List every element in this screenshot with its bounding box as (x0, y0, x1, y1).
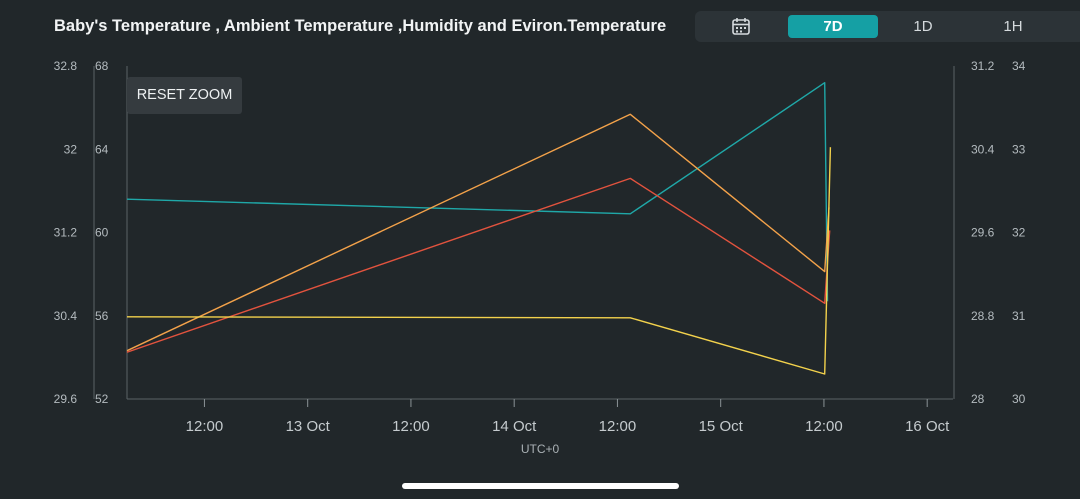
reset-zoom-button[interactable]: RESET ZOOM (127, 77, 242, 114)
timezone-label: UTC+0 (521, 442, 560, 456)
series-line-1 (126, 177, 831, 353)
y-tick-label-right_outer: 32 (1012, 226, 1026, 240)
x-tick-label: 13 Oct (286, 418, 331, 435)
y-tick-label-left_outer: 32.8 (54, 59, 78, 73)
home-indicator[interactable] (402, 483, 679, 489)
range-1h-button[interactable]: 1H (1003, 18, 1023, 35)
y-tick-label-right_inner: 30.4 (971, 142, 995, 156)
series-line-3 (126, 147, 832, 375)
y-tick-label-right_inner: 31.2 (971, 59, 995, 73)
range-1d-button[interactable]: 1D (913, 18, 933, 35)
x-tick-label: 12:00 (805, 418, 843, 435)
y-tick-label-right_outer: 33 (1012, 142, 1026, 156)
y-tick-label-right_outer: 30 (1012, 392, 1026, 406)
x-tick-label: 16 Oct (905, 418, 950, 435)
x-tick-label: 12:00 (186, 418, 224, 435)
range-7d-button[interactable]: 7D (788, 15, 878, 38)
series-line-0 (126, 81, 829, 302)
x-tick-label: 15 Oct (699, 418, 744, 435)
y-tick-label-right_outer: 31 (1012, 309, 1026, 323)
y-tick-label-left_outer: 30.4 (54, 309, 78, 323)
time-range-selector: 7D 1D 1H (695, 11, 1080, 42)
y-tick-label-right_inner: 28 (971, 392, 985, 406)
y-tick-label-left_inner: 56 (95, 309, 109, 323)
y-tick-label-left_outer: 29.6 (54, 392, 78, 406)
calendar-icon[interactable] (731, 17, 751, 36)
y-tick-label-right_inner: 29.6 (971, 226, 995, 240)
series-line-2 (126, 113, 830, 352)
y-tick-label-left_outer: 32 (64, 142, 78, 156)
x-tick-label: 12:00 (599, 418, 637, 435)
x-tick-label: 12:00 (392, 418, 430, 435)
y-tick-label-left_inner: 68 (95, 59, 109, 73)
y-tick-label-right_inner: 28.8 (971, 309, 995, 323)
y-tick-label-left_inner: 52 (95, 392, 109, 406)
x-tick-label: 14 Oct (492, 418, 537, 435)
y-tick-label-left_inner: 60 (95, 226, 109, 240)
y-tick-label-left_outer: 31.2 (54, 226, 78, 240)
chart-title: Baby's Temperature , Ambient Temperature… (54, 17, 667, 35)
y-tick-label-left_inner: 64 (95, 142, 109, 156)
y-tick-label-right_outer: 34 (1012, 59, 1026, 73)
